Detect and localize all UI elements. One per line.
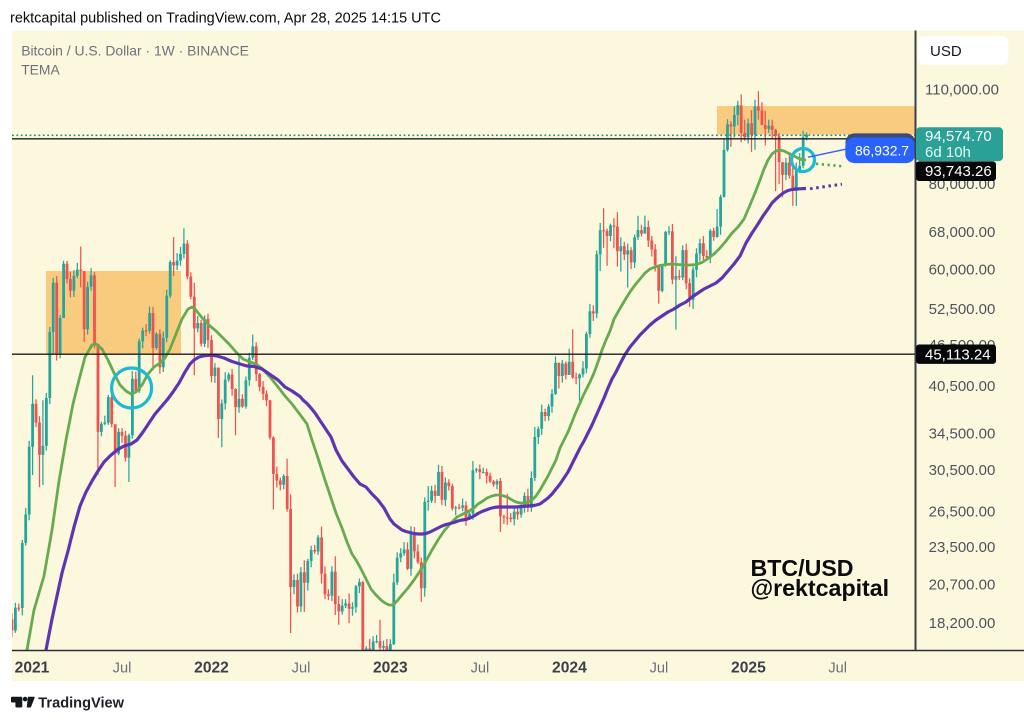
svg-text:2023: 2023: [373, 660, 408, 677]
svg-text:Bitcoin / U.S. Dollar · 1W · B: Bitcoin / U.S. Dollar · 1W · BINANCE: [21, 43, 249, 59]
svg-text:Jul: Jul: [471, 661, 490, 677]
svg-text:Jul: Jul: [650, 661, 669, 677]
svg-text:6d 10h: 6d 10h: [925, 144, 971, 161]
svg-text:34,500.00: 34,500.00: [929, 425, 996, 442]
svg-text:94,574.70: 94,574.70: [925, 128, 992, 145]
svg-text:TradingView: TradingView: [38, 696, 124, 712]
svg-text:rektcapital published on Tradi: rektcapital published on TradingView.com…: [10, 10, 441, 26]
svg-text:2021: 2021: [15, 660, 50, 677]
svg-text:60,000.00: 60,000.00: [929, 261, 996, 278]
svg-text:86,932.7: 86,932.7: [855, 143, 909, 159]
svg-text:52,500.00: 52,500.00: [929, 301, 996, 318]
svg-text:110,000.00: 110,000.00: [925, 82, 999, 99]
svg-text:2022: 2022: [194, 660, 229, 677]
svg-text:@rektcapital: @rektcapital: [751, 575, 890, 601]
svg-text:18,200.00: 18,200.00: [929, 615, 996, 632]
svg-text:2024: 2024: [552, 660, 587, 677]
svg-text:68,000.00: 68,000.00: [929, 224, 996, 241]
svg-text:USD: USD: [930, 43, 962, 60]
svg-text:Jul: Jul: [828, 661, 847, 677]
svg-text:20,700.00: 20,700.00: [929, 577, 996, 594]
svg-text:93,743.26: 93,743.26: [925, 163, 992, 180]
svg-text:2025: 2025: [731, 660, 766, 677]
svg-text:BTC/USD: BTC/USD: [751, 555, 854, 581]
svg-text:23,500.00: 23,500.00: [929, 539, 996, 556]
svg-text:45,113.24: 45,113.24: [925, 346, 991, 363]
svg-text:Jul: Jul: [292, 661, 311, 677]
svg-text:TEMA: TEMA: [21, 62, 60, 78]
svg-text:40,500.00: 40,500.00: [929, 378, 996, 395]
svg-text:30,500.00: 30,500.00: [929, 462, 996, 479]
svg-text:26,500.00: 26,500.00: [929, 503, 996, 520]
svg-text:Jul: Jul: [113, 661, 132, 677]
